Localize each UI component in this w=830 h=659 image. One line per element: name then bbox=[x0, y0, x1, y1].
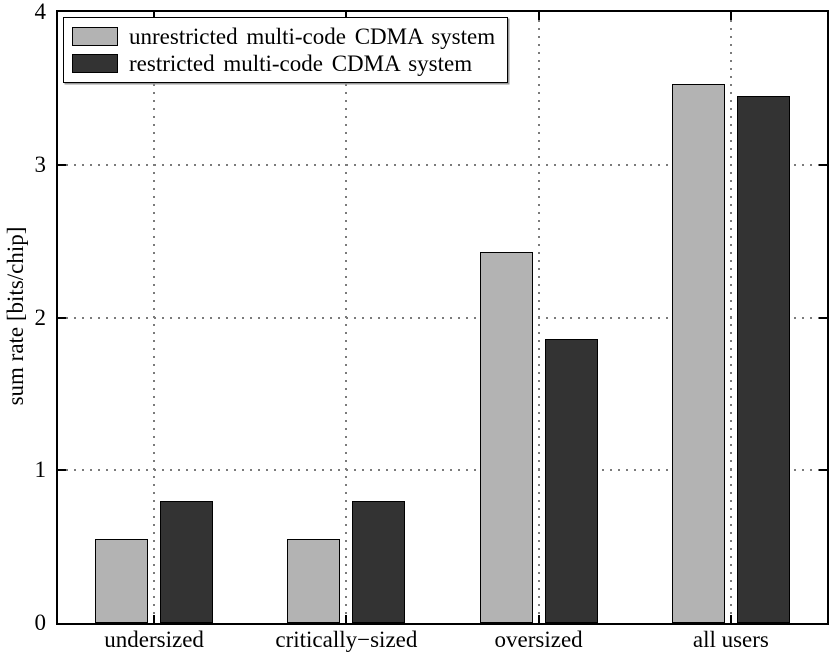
x-tick-top-3 bbox=[729, 12, 732, 20]
x-tick-bottom-0 bbox=[153, 615, 156, 623]
gridline-x-2 bbox=[537, 12, 540, 623]
x-tick-top-0 bbox=[153, 12, 156, 20]
y-tick-label-3: 3 bbox=[34, 151, 47, 177]
gridline-x-0 bbox=[153, 12, 156, 623]
y-tick-left-1 bbox=[58, 469, 66, 472]
y-tick-label-4: 4 bbox=[34, 0, 47, 24]
x-tick-bottom-3 bbox=[729, 615, 732, 623]
x-tick-label-0: undersized bbox=[104, 627, 204, 652]
bar-series0-cat3 bbox=[671, 83, 725, 623]
plot-area: unrestricted multi-code CDMA system rest… bbox=[56, 10, 829, 625]
x-tick-label-2: oversized bbox=[494, 627, 583, 652]
legend-label-restricted: restricted multi-code CDMA system bbox=[129, 50, 473, 76]
x-tick-top-2 bbox=[537, 12, 540, 20]
x-tick-bottom-2 bbox=[537, 615, 540, 623]
x-tick-label-1: critically−sized bbox=[275, 627, 418, 652]
y-tick-label-2: 2 bbox=[34, 304, 47, 330]
x-tick-label-3: all users bbox=[692, 627, 769, 652]
x-tick-top-1 bbox=[345, 12, 348, 20]
legend-swatch-unrestricted-icon bbox=[72, 27, 118, 46]
legend-swatch-restricted-icon bbox=[72, 54, 118, 73]
legend-item-unrestricted: unrestricted multi-code CDMA system bbox=[72, 23, 495, 50]
bar-series0-cat0 bbox=[95, 539, 149, 623]
y-tick-label-1: 1 bbox=[34, 457, 47, 483]
y-tick-label-0: 0 bbox=[34, 610, 47, 635]
gridline-x-3 bbox=[729, 12, 732, 623]
gridline-y-3 bbox=[58, 163, 827, 166]
gridline-y-1 bbox=[58, 469, 827, 472]
legend-label-unrestricted: unrestricted multi-code CDMA system bbox=[129, 23, 496, 49]
y-tick-right-2 bbox=[819, 316, 827, 319]
gridline-x-1 bbox=[345, 12, 348, 623]
bar-series1-cat1 bbox=[352, 500, 406, 623]
y-tick-left-3 bbox=[58, 163, 66, 166]
bar-series0-cat1 bbox=[287, 539, 341, 623]
x-tick-bottom-1 bbox=[345, 615, 348, 623]
bar-series1-cat3 bbox=[736, 96, 790, 623]
legend-item-restricted: restricted multi-code CDMA system bbox=[72, 50, 495, 77]
bar-series1-cat2 bbox=[544, 338, 598, 623]
legend: unrestricted multi-code CDMA system rest… bbox=[63, 17, 509, 83]
bar-series1-cat0 bbox=[160, 500, 214, 623]
gridline-y-2 bbox=[58, 316, 827, 319]
y-tick-left-2 bbox=[58, 316, 66, 319]
y-tick-right-3 bbox=[819, 163, 827, 166]
bar-series0-cat2 bbox=[479, 251, 533, 623]
y-tick-right-1 bbox=[819, 469, 827, 472]
